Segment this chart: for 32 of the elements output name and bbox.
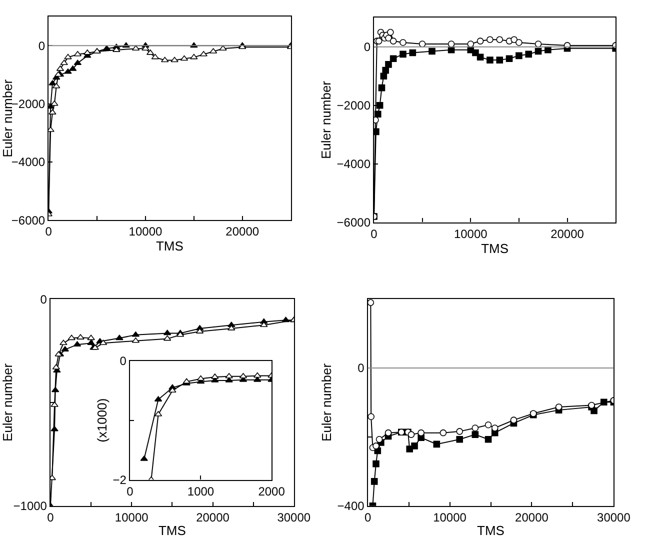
- y-tick-label: −6000: [11, 213, 46, 228]
- x-tick-label: 2000: [258, 484, 286, 498]
- y-tick-label: −1000: [13, 499, 48, 514]
- x-tick-label: 20000: [196, 510, 230, 524]
- y-axis-title: Euler number: [318, 80, 334, 160]
- y-tick-label: 0: [364, 40, 371, 54]
- y-axis-title: (x1000): [94, 398, 110, 442]
- x-tick-label: 1000: [187, 484, 214, 498]
- y-tick-label: −2: [112, 472, 127, 487]
- x-axis-title: TMS: [158, 522, 186, 538]
- y-tick-label: 0: [40, 292, 48, 306]
- x-tick-label: 10000: [114, 510, 149, 524]
- y-axis-title: Euler number: [0, 362, 15, 442]
- y-axis-title: Euler number: [319, 362, 334, 442]
- y-tick-label: −2000: [336, 98, 371, 113]
- x-axis-title: TMS: [481, 240, 509, 256]
- y-tick-label: 0: [358, 361, 365, 376]
- x-axis-title: TMS: [477, 522, 505, 538]
- x-tick-label: 20000: [226, 224, 260, 239]
- x-tick-label: 30000: [597, 510, 631, 524]
- y-tick-label: −6000: [336, 216, 371, 230]
- x-tick-label: 10000: [128, 224, 162, 239]
- x-tick-label: 10000: [454, 226, 488, 241]
- y-tick-label: −4000: [336, 157, 371, 172]
- y-tick-label: −4000: [11, 155, 46, 170]
- x-tick-label: 20000: [515, 510, 549, 524]
- x-axis-title: TMS: [156, 238, 184, 254]
- x-tick-label: 20000: [550, 226, 584, 241]
- y-tick-label: 0: [38, 38, 46, 53]
- y-tick-label: −400: [337, 499, 365, 514]
- x-tick-label: 30000: [277, 510, 311, 524]
- x-tick-label: 10000: [433, 510, 467, 524]
